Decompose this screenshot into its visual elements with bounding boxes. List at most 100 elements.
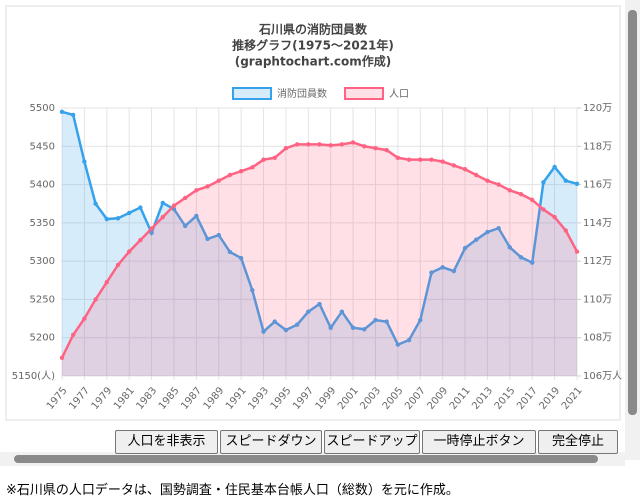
series-area bbox=[62, 142, 577, 376]
data-point bbox=[541, 207, 546, 212]
data-point bbox=[227, 172, 233, 178]
button[interactable]: 人口を非表示 bbox=[115, 430, 218, 454]
data-point bbox=[507, 245, 513, 250]
data-point bbox=[530, 260, 535, 265]
data-point bbox=[496, 226, 501, 231]
data-point bbox=[194, 188, 199, 193]
data-point bbox=[518, 191, 524, 197]
y2-tick-label: 108万 bbox=[583, 333, 612, 344]
data-point bbox=[250, 165, 255, 170]
data-point bbox=[82, 159, 87, 164]
data-point bbox=[272, 319, 277, 324]
data-point bbox=[126, 210, 132, 216]
button[interactable]: 一時停止ボタン bbox=[422, 430, 536, 454]
y2-tick-label: 110万 bbox=[583, 294, 612, 305]
data-point bbox=[350, 325, 356, 330]
data-point bbox=[451, 268, 457, 274]
data-point bbox=[429, 270, 434, 275]
data-point bbox=[70, 332, 76, 338]
v-scroll-thumb[interactable] bbox=[628, 10, 637, 415]
data-point bbox=[104, 216, 109, 222]
y2-tick-label: 112万 bbox=[583, 256, 612, 267]
data-point bbox=[194, 213, 199, 219]
data-point bbox=[474, 237, 479, 242]
y-tick-label: 5450 bbox=[30, 141, 55, 152]
data-point bbox=[339, 142, 345, 147]
y2-tick-label: 118万 bbox=[583, 141, 612, 152]
data-point bbox=[328, 325, 333, 330]
data-point bbox=[171, 203, 177, 208]
data-point bbox=[530, 197, 535, 203]
data-point bbox=[149, 230, 154, 236]
y-tick-label: 5500 bbox=[30, 103, 55, 114]
data-point bbox=[462, 245, 468, 251]
legend-swatch bbox=[344, 87, 384, 100]
data-point bbox=[182, 195, 188, 201]
data-point bbox=[294, 322, 300, 327]
data-point bbox=[138, 205, 143, 210]
y2-tick-label: 120万 bbox=[583, 103, 612, 114]
data-point bbox=[216, 178, 221, 183]
data-point bbox=[205, 184, 210, 189]
data-point bbox=[93, 297, 98, 302]
button[interactable]: スピードアップ bbox=[324, 430, 420, 454]
data-point bbox=[362, 144, 367, 149]
data-point bbox=[395, 155, 401, 160]
data-point bbox=[373, 317, 378, 323]
data-point bbox=[283, 146, 289, 151]
data-point bbox=[574, 181, 580, 187]
y-tick-label: 5350 bbox=[30, 218, 55, 229]
data-point bbox=[272, 155, 277, 160]
data-point bbox=[261, 329, 266, 334]
data-point bbox=[563, 178, 569, 183]
data-point bbox=[149, 226, 154, 231]
legend-label: 人口 bbox=[389, 88, 409, 100]
chart-title: 推移グラフ(1975～2021年) bbox=[232, 38, 394, 53]
data-point bbox=[294, 142, 300, 147]
data-point bbox=[485, 178, 490, 183]
y-tick-label: 5300 bbox=[30, 256, 55, 267]
data-point bbox=[384, 147, 389, 153]
data-point bbox=[261, 157, 266, 162]
data-point bbox=[507, 188, 513, 193]
data-point bbox=[496, 182, 501, 187]
y-tick-label: 5200 bbox=[30, 333, 55, 344]
data-point bbox=[563, 228, 569, 233]
legend-swatch bbox=[232, 87, 272, 100]
data-point bbox=[160, 200, 165, 206]
h-scroll-thumb[interactable] bbox=[14, 455, 598, 463]
data-point bbox=[518, 255, 524, 260]
data-point bbox=[406, 157, 412, 162]
data-point bbox=[552, 214, 557, 220]
legend-label: 消防団員数 bbox=[277, 87, 327, 100]
y-tick-label: 5250 bbox=[30, 294, 55, 305]
data-point bbox=[160, 214, 165, 220]
data-point bbox=[362, 327, 367, 332]
chart-title: (graphtochart.com作成) bbox=[235, 54, 392, 69]
series-area bbox=[62, 111, 577, 376]
data-point bbox=[70, 112, 76, 118]
data-point bbox=[485, 229, 490, 235]
data-point bbox=[406, 337, 412, 343]
data-point bbox=[104, 280, 109, 285]
y-tick-label: 5400 bbox=[30, 180, 55, 191]
button[interactable]: スピードダウン bbox=[220, 430, 322, 454]
data-point bbox=[418, 157, 423, 162]
button[interactable]: 完全停止 bbox=[538, 430, 618, 454]
data-point bbox=[115, 262, 121, 268]
data-point bbox=[238, 255, 244, 261]
data-point bbox=[574, 249, 580, 254]
data-point bbox=[552, 164, 557, 170]
data-point bbox=[59, 109, 65, 115]
data-point bbox=[328, 143, 333, 148]
data-point bbox=[451, 163, 457, 168]
data-point bbox=[429, 157, 434, 162]
data-point bbox=[541, 180, 546, 185]
data-point bbox=[474, 172, 479, 178]
data-point bbox=[339, 309, 345, 314]
data-point bbox=[126, 249, 132, 254]
data-point bbox=[238, 168, 244, 174]
y2-tick-label: 116万 bbox=[583, 180, 612, 191]
data-point bbox=[440, 265, 445, 270]
data-point bbox=[250, 288, 255, 293]
